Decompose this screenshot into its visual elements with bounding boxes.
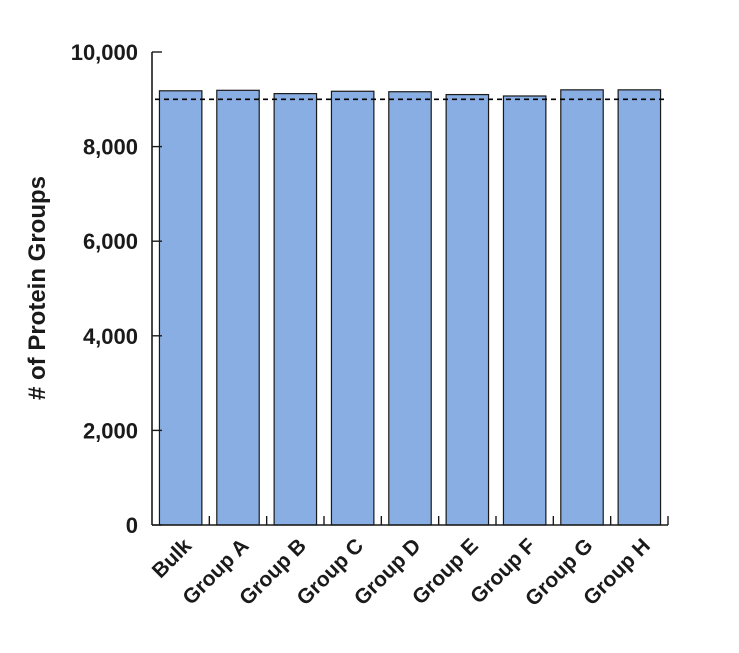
x-ticks-layer bbox=[208, 516, 669, 525]
bar-group-b bbox=[273, 93, 318, 526]
bars-layer bbox=[158, 89, 662, 526]
y-tick-label: 0 bbox=[126, 513, 138, 538]
y-tick-label: 2,000 bbox=[83, 418, 138, 443]
bar-group-e bbox=[445, 93, 490, 526]
bar-group-c bbox=[330, 90, 375, 526]
bar-group-d bbox=[388, 91, 432, 526]
x-category-label: Bulk bbox=[148, 534, 197, 583]
y-ticks-layer: 0 2,000 4,000 6,000 8,000 10,000 bbox=[71, 40, 162, 538]
y-tick-label: 4,000 bbox=[83, 324, 138, 349]
bar-group-g bbox=[560, 89, 604, 526]
bar-group-a bbox=[216, 89, 260, 526]
bar-group-f bbox=[502, 95, 547, 526]
axes-layer bbox=[151, 52, 668, 526]
bar-group-h bbox=[617, 89, 662, 526]
y-tick-label: 8,000 bbox=[83, 135, 138, 160]
y-tick-label: 10,000 bbox=[71, 40, 138, 65]
y-axis-title: # of Protein Groups bbox=[24, 176, 51, 400]
y-tick-label: 6,000 bbox=[83, 229, 138, 254]
bar-bulk bbox=[158, 90, 203, 526]
